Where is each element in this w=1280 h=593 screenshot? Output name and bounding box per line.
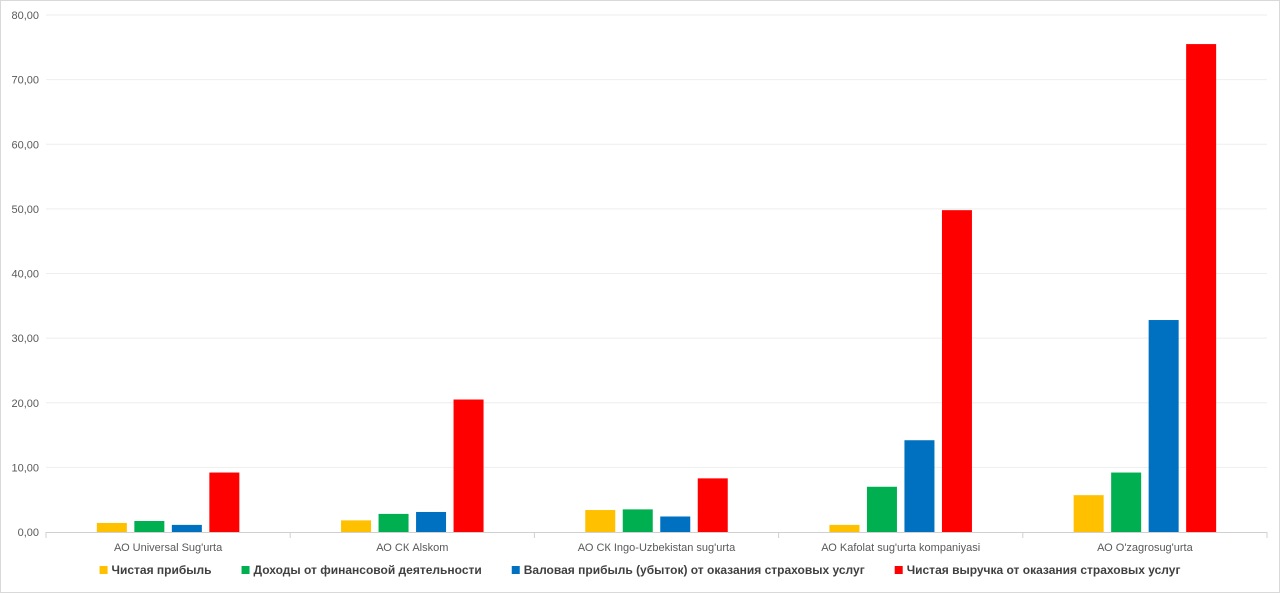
bar: [1111, 472, 1142, 532]
x-axis: АО Universal Sug'urta АО СК Alskom АО СК I…: [45, 532, 1268, 554]
legend-swatch: [241, 566, 250, 574]
legend-item: Чистая выручка от оказания страховых усл…: [894, 563, 1181, 577]
legend-item: Чистая прибыль: [99, 563, 212, 577]
bar: [829, 524, 860, 532]
y-tick-label: 30,00: [11, 333, 39, 345]
legend: Чистая прибыль Доходы от финансовой деяте…: [99, 563, 1181, 577]
y-tick-label: 0,00: [18, 527, 39, 539]
x-tick-label: АО O'zagrosug'urta: [1097, 542, 1194, 554]
bar: [1073, 495, 1104, 532]
legend-label: Валовая прибыль (убыток) от оказания стр…: [524, 563, 865, 577]
bar: [660, 516, 691, 532]
x-tick-label: АО Universal Sug'urta: [114, 542, 223, 554]
legend-label: Чистая выручка от оказания страховых усл…: [907, 563, 1181, 577]
bar: [134, 521, 165, 532]
bar: [341, 520, 372, 532]
y-tick-label: 40,00: [11, 269, 39, 281]
x-tick-label: АО Kafolat sug'urta kompaniyasi: [821, 542, 980, 554]
bar: [453, 399, 484, 532]
y-tick-label: 80,00: [11, 10, 39, 22]
gridlines: [46, 14, 1267, 468]
x-tick-label: АО СК Alskom: [376, 542, 448, 554]
legend-item: Доходы от финансовой деятельности: [241, 563, 482, 577]
bar: [416, 511, 447, 532]
legend-swatch: [511, 566, 520, 574]
bar: [1186, 44, 1217, 533]
bar: [1148, 320, 1179, 532]
bar: [209, 472, 240, 532]
legend-swatch: [894, 566, 903, 574]
y-tick-label: 70,00: [11, 75, 39, 87]
y-tick-label: 10,00: [11, 462, 39, 474]
bar: [622, 509, 653, 532]
legend-label: Доходы от финансовой деятельности: [254, 563, 482, 577]
y-tick-label: 20,00: [11, 398, 39, 410]
bar: [866, 486, 897, 532]
bar: [171, 524, 202, 532]
bar: [96, 522, 127, 532]
bar: [378, 513, 409, 532]
y-tick-label: 50,00: [11, 204, 39, 216]
legend-label: Чистая прибыль: [112, 563, 212, 577]
x-tick-label: АО СК Ingo-Uzbekistan sug'urta: [578, 542, 736, 554]
bar: [697, 478, 728, 532]
y-tick-label: 60,00: [11, 139, 39, 151]
y-axis: 0,00 10,00 20,00 30,00 40,00 50,00 60,00 70,00 8…: [11, 10, 39, 539]
bar: [585, 510, 616, 532]
bars: [96, 44, 1217, 533]
bar: [941, 210, 972, 533]
legend-item: Валовая прибыль (убыток) от оказания стр…: [511, 563, 865, 577]
bar: [904, 440, 935, 532]
legend-swatch: [99, 566, 108, 574]
